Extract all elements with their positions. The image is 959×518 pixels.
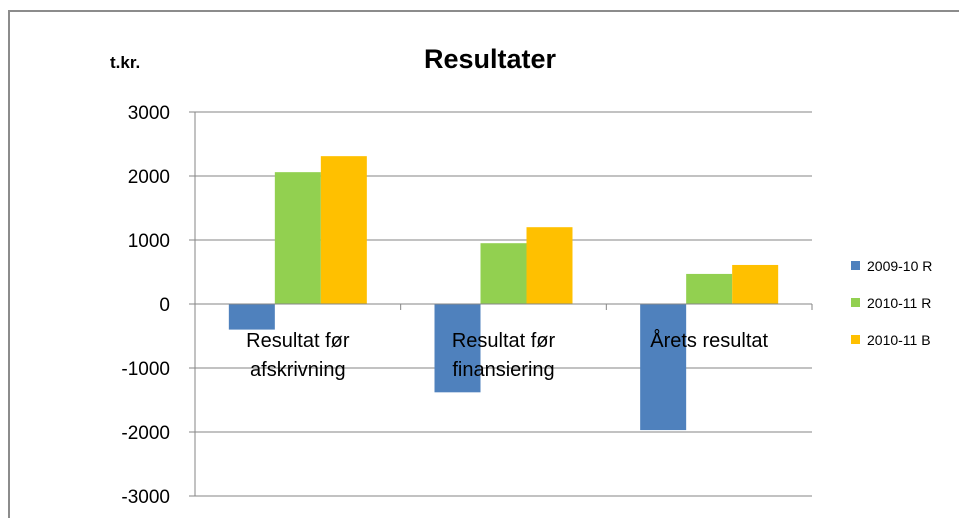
category-label: afskrivning (250, 359, 346, 381)
frame-border-left (8, 10, 10, 518)
y-tick-label: -1000 (121, 359, 170, 380)
bar-2010-11-b (526, 227, 573, 304)
legend-swatch (851, 261, 860, 270)
legend: 2009-10 R 2010-11 R 2010-11 B (851, 258, 932, 348)
y-tick-label: 0 (159, 295, 170, 316)
bar-2009-10-r (228, 304, 275, 330)
gridlines (189, 111, 813, 497)
y-tick-label: 3000 (128, 103, 170, 124)
y-tick-label: 1000 (128, 231, 170, 252)
chart-title: Resultater (424, 44, 557, 74)
y-unit-label: t.kr. (110, 53, 140, 72)
legend-label: 2010-11 B (867, 332, 931, 348)
bar-2009-10-r (640, 304, 687, 431)
legend-label: 2009-10 R (867, 258, 932, 274)
bar-2010-11-r (686, 273, 733, 304)
category-label: finansiering (452, 359, 554, 381)
axes (194, 112, 812, 496)
legend-swatch (851, 298, 860, 307)
frame-border-top (8, 10, 959, 12)
bar-2010-11-r (274, 172, 321, 304)
y-tick-labels: 3000 2000 1000 0 -1000 -2000 -3000 (121, 103, 170, 508)
legend-label: 2010-11 R (867, 295, 931, 311)
y-tick-label: -2000 (121, 423, 170, 444)
bar-2010-11-r (480, 243, 527, 304)
legend-swatch (851, 335, 860, 344)
category-label: Resultat før (246, 330, 350, 352)
bar-2009-10-r (434, 304, 481, 393)
category-label: Resultat før (452, 330, 556, 352)
category-label: Årets resultat (650, 329, 768, 352)
y-tick-label: -3000 (121, 487, 170, 508)
bars (228, 156, 779, 431)
bar-2010-11-b (320, 156, 367, 304)
category-labels: Resultat før afskrivning Resultat før finan… (246, 329, 768, 381)
bar-2010-11-b (732, 264, 779, 304)
y-tick-label: 2000 (128, 167, 170, 188)
